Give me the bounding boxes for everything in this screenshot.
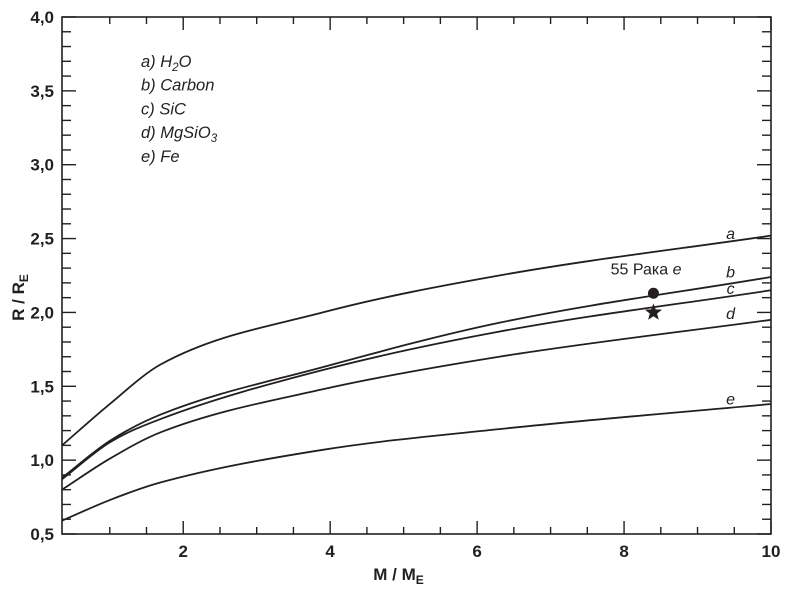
- curve-label-c: c: [727, 281, 735, 298]
- axis-ticks: [62, 16, 772, 535]
- y-tick-label: 1,0: [30, 451, 54, 470]
- y-tick-label: 4,0: [30, 8, 54, 27]
- curve-d: [61, 318, 772, 491]
- legend: a) H2O b) Carbon c) SiC d) MgSiO3 e) Fe: [141, 53, 218, 166]
- legend-item-d: d) MgSiO3: [141, 124, 218, 145]
- curve-label-b: b: [726, 265, 735, 282]
- x-tick-label: 10: [762, 542, 781, 561]
- y-tick-label: 0,5: [30, 525, 54, 544]
- curve-c: [61, 289, 772, 481]
- x-tick-label: 6: [472, 542, 481, 561]
- annotation-55-cancri-e: 55 Рака e: [611, 262, 682, 320]
- curve-label-d: d: [726, 306, 736, 323]
- annotation-label: 55 Рака e: [611, 262, 682, 279]
- legend-item-b: b) Carbon: [141, 77, 214, 95]
- curve-e: [61, 403, 772, 522]
- data-point-circle-icon: [647, 287, 659, 299]
- x-tick-label: 2: [178, 542, 187, 561]
- y-tick-labels: 0,5 1,0 1,5 2,0 2,5 3,0 3,5 4,0: [30, 8, 54, 544]
- legend-item-c: c) SiC: [141, 100, 186, 118]
- data-point-star-icon: [644, 303, 663, 320]
- curve-labels: a bcd e: [726, 226, 736, 408]
- y-tick-label: 2,0: [30, 303, 54, 322]
- curve-label-a: a: [726, 226, 735, 243]
- y-tick-label: 3,0: [30, 156, 54, 175]
- x-tick-labels: 2 4 6 8 10: [178, 542, 780, 561]
- legend-item-e: e) Fe: [141, 148, 180, 166]
- curve-label-e: e: [726, 392, 735, 409]
- x-tick-label: 4: [325, 542, 335, 561]
- plot-box: [61, 16, 772, 535]
- x-axis-title: M / ME: [373, 565, 424, 587]
- curves: [61, 234, 772, 522]
- y-axis-title: R / RE: [9, 274, 31, 321]
- x-tick-label: 8: [619, 542, 628, 561]
- y-tick-label: 3,5: [30, 82, 54, 101]
- curve-b: [61, 276, 772, 479]
- y-tick-label: 2,5: [30, 230, 54, 249]
- curve-a: [61, 234, 772, 447]
- y-tick-label: 1,5: [30, 377, 54, 396]
- legend-item-a: a) H2O: [141, 53, 192, 74]
